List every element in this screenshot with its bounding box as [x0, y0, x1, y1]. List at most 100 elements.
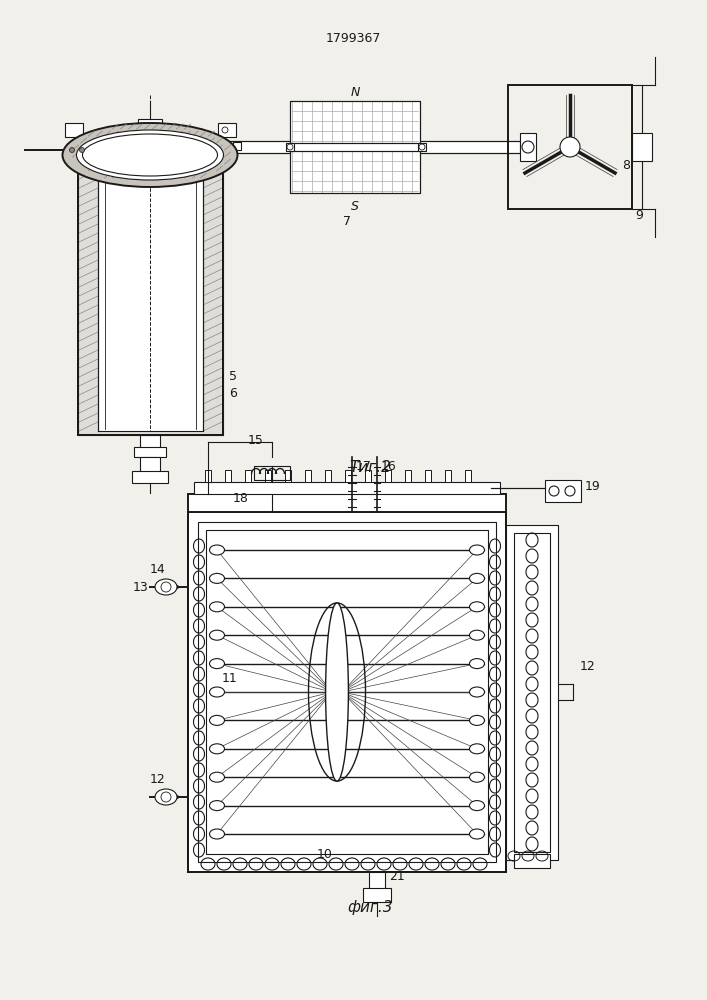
Ellipse shape [469, 744, 484, 754]
Bar [140, 457, 160, 473]
Ellipse shape [209, 744, 225, 754]
Bar [245, 470, 251, 482]
Ellipse shape [209, 829, 225, 839]
Bar [514, 854, 550, 868]
Ellipse shape [209, 602, 225, 612]
Bar [285, 470, 291, 482]
Ellipse shape [76, 130, 223, 180]
Circle shape [565, 486, 575, 496]
Bar [325, 470, 331, 482]
Bar [206, 530, 488, 854]
Text: 8: 8 [622, 159, 630, 172]
Text: фиг.3: фиг.3 [347, 900, 393, 915]
Ellipse shape [469, 630, 484, 640]
Bar [520, 133, 536, 161]
Bar [223, 141, 520, 153]
Ellipse shape [469, 602, 484, 612]
Circle shape [222, 127, 228, 133]
Text: 1799367: 1799367 [325, 31, 380, 44]
Bar [265, 470, 271, 482]
Text: 11: 11 [222, 672, 238, 685]
Bar [254, 466, 290, 480]
Circle shape [549, 486, 559, 496]
Bar [140, 435, 160, 449]
Bar [369, 872, 385, 890]
Ellipse shape [209, 715, 225, 725]
Bar [385, 470, 391, 482]
Bar [138, 119, 162, 131]
Bar [545, 480, 581, 502]
Circle shape [79, 147, 85, 152]
Bar [418, 143, 426, 151]
Circle shape [287, 144, 293, 150]
Bar [632, 133, 652, 161]
Text: 15: 15 [248, 434, 264, 447]
Bar [188, 494, 506, 512]
Bar [188, 512, 506, 872]
Bar [508, 85, 632, 209]
Bar [365, 470, 371, 482]
Ellipse shape [209, 630, 225, 640]
Ellipse shape [62, 123, 238, 187]
Ellipse shape [209, 573, 225, 583]
Bar [425, 470, 431, 482]
Circle shape [522, 141, 534, 153]
Bar [65, 123, 83, 137]
Bar [363, 888, 391, 902]
Ellipse shape [469, 659, 484, 669]
Bar [198, 522, 496, 862]
Ellipse shape [469, 829, 484, 839]
Text: 17: 17 [356, 460, 372, 473]
Ellipse shape [469, 687, 484, 697]
Circle shape [560, 137, 580, 157]
Bar [218, 123, 236, 137]
Bar [290, 101, 420, 143]
Bar [305, 470, 311, 482]
Circle shape [161, 792, 171, 802]
Bar [233, 142, 241, 150]
Text: 9: 9 [635, 209, 643, 222]
Ellipse shape [83, 134, 218, 176]
Ellipse shape [155, 789, 177, 805]
Bar [205, 470, 211, 482]
Bar [290, 101, 420, 143]
Text: 7: 7 [343, 215, 351, 228]
Ellipse shape [469, 545, 484, 555]
Ellipse shape [326, 603, 349, 781]
Bar [405, 470, 411, 482]
Ellipse shape [209, 545, 225, 555]
Text: Τиг.2: Τиг.2 [349, 460, 391, 475]
Ellipse shape [469, 772, 484, 782]
Text: 18: 18 [233, 492, 249, 505]
Bar [290, 151, 420, 193]
Bar [132, 471, 168, 483]
Text: 19: 19 [585, 480, 601, 493]
Ellipse shape [209, 659, 225, 669]
Bar [290, 151, 420, 193]
Bar [286, 143, 294, 151]
Bar [514, 533, 550, 852]
Circle shape [419, 144, 425, 150]
Bar [345, 470, 351, 482]
Text: 21: 21 [389, 870, 404, 883]
Bar [225, 470, 231, 482]
Text: 5: 5 [229, 370, 237, 383]
Bar [465, 470, 471, 482]
Bar [506, 525, 558, 860]
Ellipse shape [209, 801, 225, 811]
Ellipse shape [469, 801, 484, 811]
Ellipse shape [155, 579, 177, 595]
Text: 12: 12 [150, 773, 166, 786]
Ellipse shape [469, 573, 484, 583]
Text: N: N [350, 86, 360, 99]
Bar [194, 482, 500, 494]
Bar [98, 155, 203, 431]
Ellipse shape [209, 687, 225, 697]
Circle shape [69, 147, 74, 152]
Bar [78, 155, 223, 435]
Ellipse shape [469, 715, 484, 725]
Bar [134, 447, 166, 457]
Text: 13: 13 [132, 581, 148, 594]
Text: 16: 16 [381, 460, 397, 473]
Text: 14: 14 [150, 563, 166, 576]
